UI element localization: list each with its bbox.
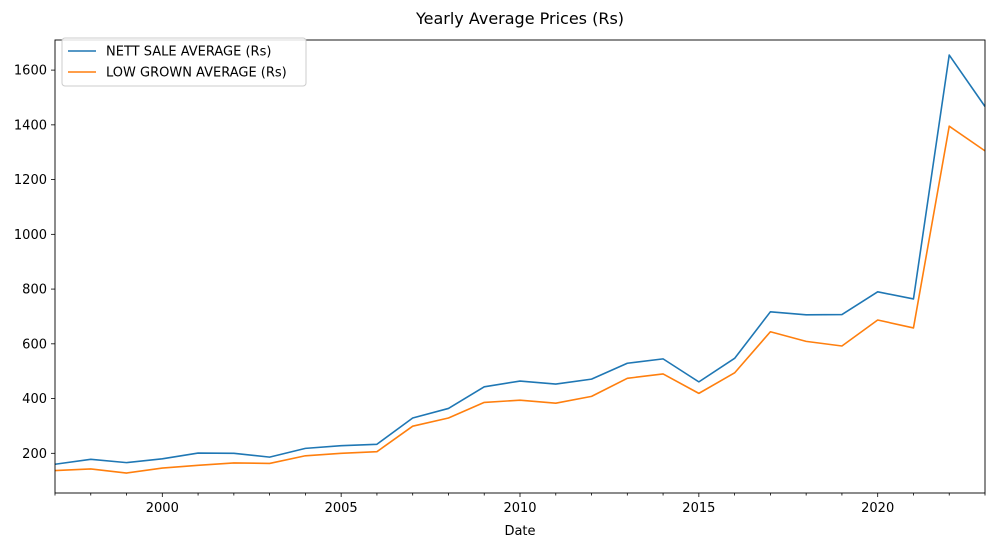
y-tick-label: 1200 xyxy=(14,173,47,188)
legend-box xyxy=(61,37,307,87)
y-tick-label: 400 xyxy=(22,392,47,407)
legend: NETT SALE AVERAGE (Rs) LOW GROWN AVERAGE … xyxy=(61,37,307,87)
chart-title: Yearly Average Prices (Rs) xyxy=(415,9,624,28)
y-tick-label: 200 xyxy=(22,447,47,462)
series-layer xyxy=(54,54,986,474)
y-axis: 200 400 600 800 1000 1200 1400 1600 xyxy=(14,64,55,462)
x-tick-label: 2015 xyxy=(682,501,715,516)
legend-label-1: NETT SALE AVERAGE (Rs) xyxy=(106,45,271,60)
x-axis-label: Date xyxy=(504,524,535,539)
series-line-1 xyxy=(54,54,986,466)
x-tick-label: 2010 xyxy=(503,501,536,516)
y-tick-label: 1400 xyxy=(14,118,47,133)
x-tick-label: 2005 xyxy=(325,501,358,516)
x-axis: 2000 2005 2010 2015 2020 xyxy=(54,493,986,516)
y-tick-label: 800 xyxy=(22,283,47,298)
y-tick-label: 1000 xyxy=(14,228,47,243)
y-tick-label: 1600 xyxy=(14,64,47,79)
series-line-2 xyxy=(54,125,986,474)
y-tick-label: 600 xyxy=(22,337,47,352)
legend-label-2: LOW GROWN AVERAGE (Rs) xyxy=(106,66,287,81)
x-tick-label: 2000 xyxy=(146,501,179,516)
x-tick-label: 2020 xyxy=(861,501,894,516)
